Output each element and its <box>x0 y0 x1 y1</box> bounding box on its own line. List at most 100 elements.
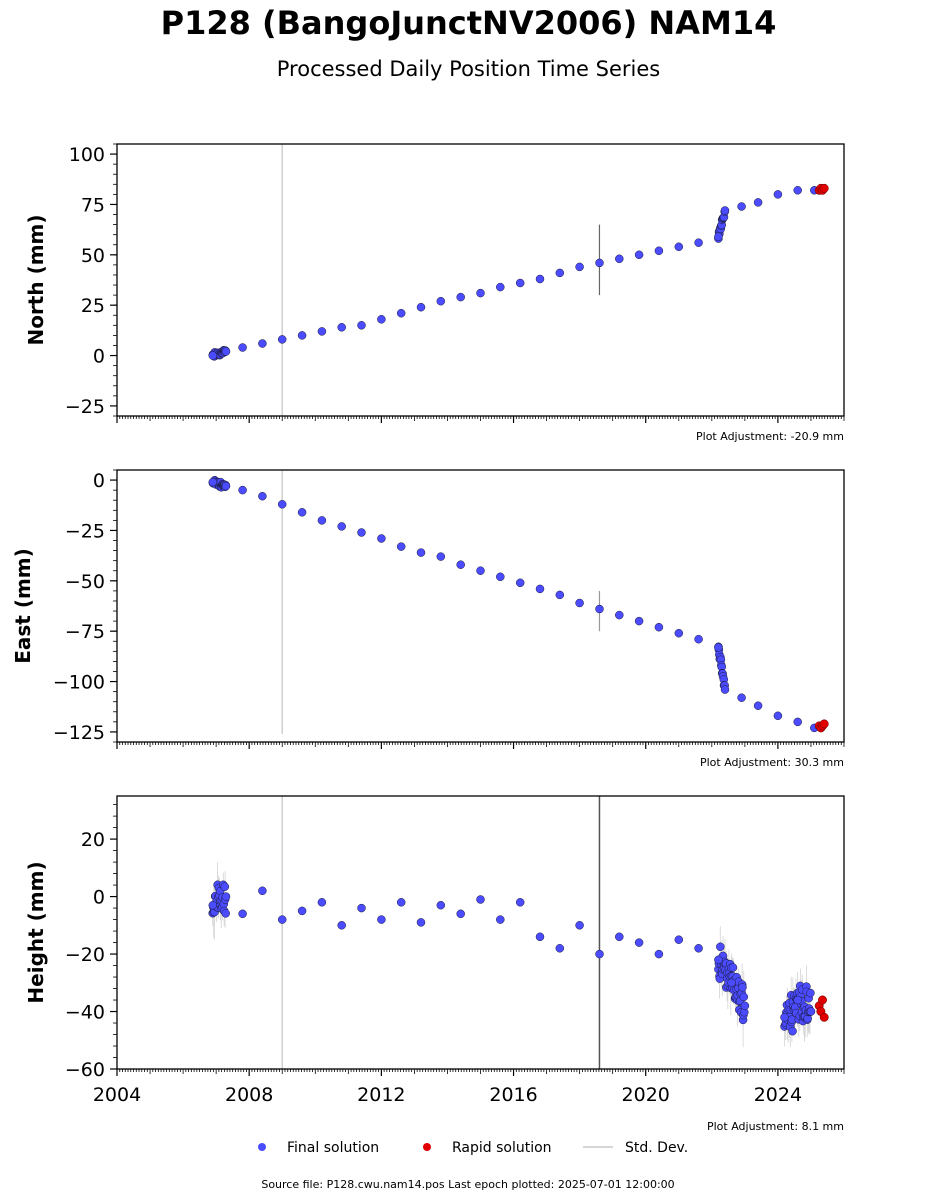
final-solution-point <box>208 900 218 910</box>
final-solution-point <box>221 892 231 901</box>
plot-frame <box>116 795 845 1070</box>
final-solution-point <box>555 268 565 278</box>
final-solution-point <box>753 701 763 710</box>
x-tick-label: 2008 <box>225 1084 273 1106</box>
final-solution-point <box>258 886 267 896</box>
y-axis-label: Height (mm) <box>24 861 48 1003</box>
final-solution-point <box>515 898 525 907</box>
final-solution-point <box>456 560 465 569</box>
final-solution-point <box>753 198 763 207</box>
rapid-solution-point <box>819 183 829 193</box>
y-tick-label: −50 <box>65 571 105 593</box>
final-solution-point <box>674 628 684 638</box>
final-solution-point <box>317 516 327 525</box>
final-solution-point <box>780 1013 789 1022</box>
legend-rapid-label: Rapid solution <box>452 1140 552 1156</box>
final-solution-point <box>654 622 664 632</box>
final-solution-point <box>634 250 644 260</box>
final-solution-point <box>773 711 783 721</box>
final-solution-point <box>615 610 624 620</box>
final-solution-point <box>221 909 230 918</box>
final-solution-point <box>714 643 723 652</box>
y-axis-label: North (mm) <box>24 214 48 345</box>
final-solution-point <box>555 590 565 600</box>
legend-rapid-marker <box>423 1143 431 1151</box>
final-solution-point <box>739 992 749 1002</box>
final-solution-point <box>377 315 386 324</box>
final-solution-point <box>337 323 346 332</box>
final-solution-point <box>496 915 505 924</box>
y-tick-label: 0 <box>93 887 105 909</box>
final-solution-point <box>714 232 723 241</box>
final-solution-point <box>221 481 231 491</box>
plot-adjustment-label: Plot Adjustment: 8.1 mm <box>707 1120 844 1133</box>
rapid-solution-series <box>814 183 829 195</box>
final-solution-point <box>806 1007 816 1016</box>
final-solution-point <box>436 296 446 306</box>
final-solution-point <box>277 500 287 509</box>
y-tick-label: −60 <box>65 1059 105 1081</box>
panel-data <box>208 144 829 416</box>
final-solution-point <box>377 915 386 924</box>
final-solution-point <box>738 983 747 992</box>
final-solution-point <box>208 351 218 360</box>
final-solution-point <box>793 717 802 727</box>
final-solution-point <box>727 978 736 988</box>
final-solution-point <box>720 206 730 215</box>
final-solution-point <box>728 963 738 972</box>
legend-final-marker <box>258 1143 266 1151</box>
final-solution-series <box>208 475 819 733</box>
rapid-solution-point <box>818 995 827 1005</box>
final-solution-point <box>515 278 525 288</box>
footer-source: Source file: P128.cwu.nam14.pos Last epo… <box>261 1178 674 1191</box>
final-solution-point <box>773 190 783 199</box>
final-solution-point <box>416 918 426 927</box>
final-solution-point <box>416 302 426 312</box>
panel-data <box>208 796 829 1069</box>
final-solution-point <box>615 254 624 264</box>
east-panel: −125 −100 −75 −50 −25 0 East (mm) Plot Adjustme… <box>11 469 845 769</box>
x-tick-label: 2012 <box>357 1084 405 1106</box>
y-tick-label: −125 <box>53 722 105 744</box>
final-solution-point <box>297 508 307 517</box>
final-solution-point <box>337 921 346 930</box>
plot-adjustment-label: Plot Adjustment: -20.9 mm <box>696 430 844 443</box>
final-solution-point <box>737 202 746 211</box>
y-tick-label: 0 <box>93 470 105 492</box>
final-solution-point <box>337 522 346 531</box>
final-solution-point <box>436 900 446 910</box>
final-solution-point <box>595 604 604 614</box>
final-solution-point <box>535 584 545 594</box>
rapid-solution-series <box>814 719 829 733</box>
final-solution-point <box>396 542 406 551</box>
final-solution-point <box>357 321 366 330</box>
rapid-solution-series <box>814 995 829 1022</box>
final-solution-point <box>720 685 730 694</box>
y-tick-label: 25 <box>81 295 105 317</box>
y-tick-label: 100 <box>69 144 105 166</box>
final-solution-point <box>496 572 505 582</box>
final-solution-point <box>436 552 446 561</box>
x-tick-label: 2016 <box>489 1084 537 1106</box>
final-solution-series <box>208 186 819 361</box>
final-solution-point <box>740 1001 750 1011</box>
north-panel: −25 0 25 50 75 100 North (mm) Plot Adjustment: … <box>24 143 845 443</box>
final-solution-point <box>535 932 545 942</box>
final-solution-series <box>208 880 816 1036</box>
final-solution-point <box>674 935 684 944</box>
final-solution-point <box>396 308 406 318</box>
final-solution-point <box>575 921 584 930</box>
std-dev-bars <box>212 477 725 689</box>
final-solution-point <box>277 335 287 344</box>
rapid-solution-point <box>819 719 829 729</box>
y-tick-label: −25 <box>65 396 105 418</box>
final-solution-point <box>277 915 287 924</box>
final-solution-point <box>238 909 247 919</box>
plot-frame <box>116 143 845 417</box>
final-solution-point <box>297 331 307 340</box>
final-solution-point <box>654 949 664 959</box>
x-tick-label: 2020 <box>622 1084 670 1106</box>
final-solution-point <box>476 288 485 298</box>
panel-data <box>208 470 829 734</box>
